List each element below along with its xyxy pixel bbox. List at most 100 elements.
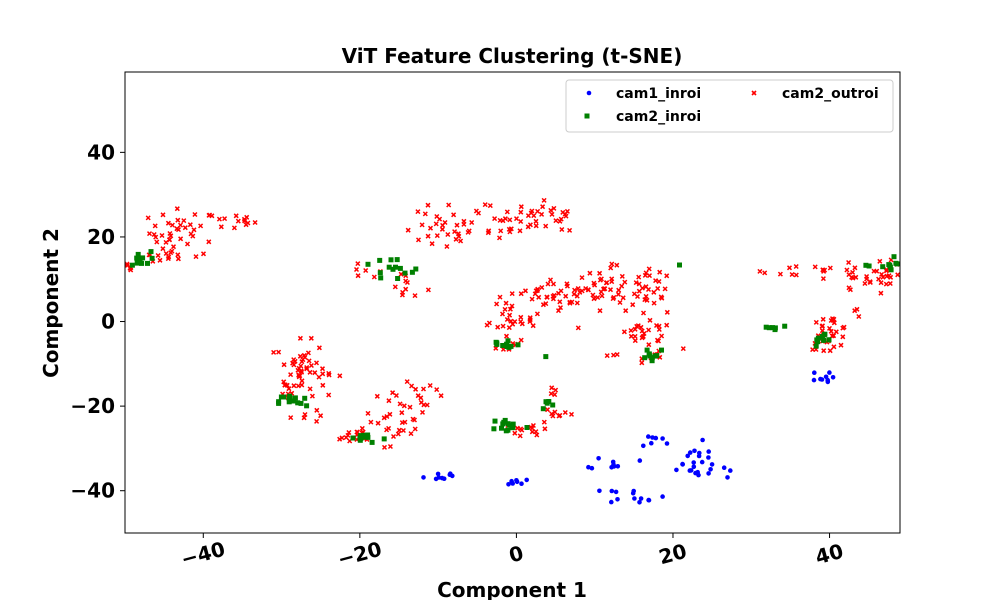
data-point <box>621 329 627 335</box>
data-point <box>288 415 294 421</box>
data-point <box>235 218 241 224</box>
data-point <box>518 337 524 343</box>
data-point <box>563 213 569 219</box>
data-point <box>821 337 827 343</box>
data-point <box>532 291 538 297</box>
data-point <box>200 251 207 257</box>
data-point <box>291 398 297 404</box>
data-point <box>365 434 371 440</box>
data-point <box>291 383 297 389</box>
data-point <box>531 213 537 219</box>
data-point <box>510 481 515 486</box>
y-axis: −40 −20 0 20 40 <box>70 140 125 503</box>
data-point <box>301 415 307 421</box>
data-point <box>812 264 818 270</box>
data-point <box>609 261 615 267</box>
data-point <box>400 427 406 434</box>
data-point <box>174 206 180 212</box>
data-point <box>856 313 862 320</box>
data-point <box>659 333 665 339</box>
data-point <box>598 289 604 295</box>
data-point <box>159 232 165 239</box>
data-point <box>174 226 180 232</box>
data-point <box>445 231 451 238</box>
data-point <box>557 305 564 311</box>
data-point <box>444 243 450 250</box>
data-point <box>286 386 292 392</box>
data-point <box>633 280 639 286</box>
data-point <box>850 275 856 281</box>
data-point <box>831 344 837 350</box>
data-point <box>644 347 650 353</box>
data-point <box>433 221 439 227</box>
data-point <box>405 227 411 233</box>
data-point <box>560 209 566 215</box>
x-tick-label: 0 <box>506 541 526 568</box>
data-point <box>534 432 540 438</box>
data-point <box>191 227 197 233</box>
data-point <box>846 285 852 291</box>
data-point <box>617 299 623 306</box>
data-point <box>306 358 312 364</box>
data-point <box>276 349 282 355</box>
data-point <box>359 425 365 431</box>
data-point <box>539 284 545 291</box>
data-point <box>558 216 564 222</box>
data-point <box>412 426 418 432</box>
data-point <box>163 250 169 257</box>
data-point <box>585 287 591 293</box>
data-point <box>316 345 322 351</box>
data-point <box>424 402 430 408</box>
data-point <box>687 468 693 473</box>
data-point <box>590 292 596 298</box>
data-point <box>355 261 361 267</box>
data-point <box>429 241 435 247</box>
series-cam2-inroi <box>129 249 900 445</box>
data-point <box>441 476 447 482</box>
data-point <box>659 347 664 353</box>
data-point <box>574 300 580 306</box>
data-point <box>597 488 602 494</box>
data-point <box>583 285 589 292</box>
data-point <box>636 281 642 287</box>
data-point <box>655 338 662 344</box>
data-point <box>491 426 497 432</box>
data-point <box>175 252 181 258</box>
data-point <box>386 264 392 270</box>
legend-label-cam2-outroi: cam2_outroi <box>782 86 879 102</box>
data-point <box>308 362 314 369</box>
data-point <box>499 311 506 317</box>
data-point <box>281 362 287 368</box>
data-point <box>564 208 570 214</box>
data-point <box>170 244 177 250</box>
data-point <box>685 453 690 459</box>
data-point <box>413 386 419 392</box>
data-point <box>166 237 173 243</box>
data-point <box>757 268 763 274</box>
data-point <box>622 279 628 285</box>
data-point <box>165 256 171 262</box>
data-point <box>529 425 535 431</box>
data-point <box>313 360 320 366</box>
data-point <box>699 459 705 465</box>
data-point <box>639 360 645 366</box>
data-point <box>850 269 856 275</box>
data-point <box>390 433 397 440</box>
data-point <box>218 224 224 230</box>
data-point <box>519 427 525 433</box>
data-point <box>363 267 369 274</box>
data-point <box>662 286 668 292</box>
data-point <box>387 443 393 450</box>
data-point <box>646 327 652 333</box>
data-point <box>233 213 239 219</box>
data-point <box>547 277 554 283</box>
data-point <box>222 216 228 222</box>
data-point <box>762 270 768 276</box>
data-point <box>823 374 829 380</box>
data-point <box>506 344 512 350</box>
data-point <box>295 383 301 389</box>
data-point <box>124 261 130 267</box>
data-point <box>452 229 458 235</box>
data-point <box>772 327 778 333</box>
data-point <box>598 276 604 282</box>
